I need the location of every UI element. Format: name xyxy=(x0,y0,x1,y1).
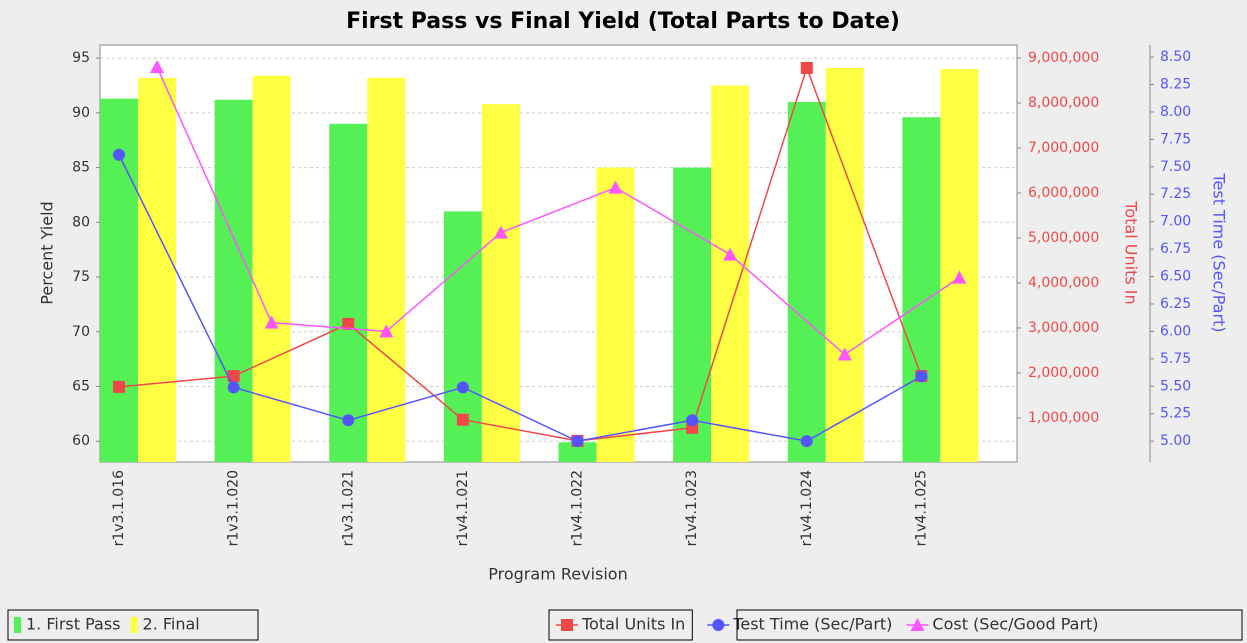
y3ticks-label: 5.75 xyxy=(1160,351,1191,367)
marker xyxy=(150,59,164,73)
legend-swatch xyxy=(130,617,138,633)
y3ticks-label: 8.25 xyxy=(1160,77,1191,93)
y3ticks-label: 7.00 xyxy=(1160,214,1191,230)
bar xyxy=(252,75,291,463)
yticks-label: 85 xyxy=(72,160,90,176)
y3ticks-label: 7.75 xyxy=(1160,131,1191,147)
marker xyxy=(712,619,725,631)
legend-label: 2. Final xyxy=(143,615,200,634)
y3ticks-label: 5.25 xyxy=(1160,406,1191,422)
x-tick-label: r1v4.1.023 xyxy=(684,470,700,546)
marker xyxy=(723,247,738,261)
marker xyxy=(686,414,699,427)
y2-axis-title: Total Units In xyxy=(1122,200,1141,304)
bar xyxy=(558,442,597,462)
marker xyxy=(608,180,623,194)
y3ticks-label: 6.25 xyxy=(1160,296,1191,312)
bar xyxy=(481,104,520,463)
marker xyxy=(910,618,925,631)
bar xyxy=(214,99,253,462)
legend-box xyxy=(736,609,1243,641)
y-axis-title: Percent Yield xyxy=(38,201,57,304)
x-tick-label: r1v4.1.024 xyxy=(799,470,815,546)
x-tick-label: r1v3.1.020 xyxy=(226,470,242,546)
marker xyxy=(571,435,584,448)
legend-label: Test Time (Sec/Part) xyxy=(732,615,892,634)
y2ticks-label: 7,000,000 xyxy=(1028,140,1099,156)
y2ticks-label: 8,000,000 xyxy=(1028,95,1099,111)
marker xyxy=(561,619,573,631)
y2ticks-label: 2,000,000 xyxy=(1028,365,1099,381)
chart-title: First Pass vs Final Yield (Total Parts t… xyxy=(346,9,900,34)
legend-label: Total Units In xyxy=(581,615,685,634)
bar xyxy=(902,117,941,463)
line xyxy=(156,66,960,356)
marker xyxy=(952,270,967,284)
y3ticks-label: 6.00 xyxy=(1160,323,1191,339)
y3ticks-label: 8.50 xyxy=(1160,49,1191,65)
legend-swatch xyxy=(14,617,21,633)
marker xyxy=(342,317,355,330)
legend-label: 1. First Pass xyxy=(26,615,121,634)
bar xyxy=(596,167,635,462)
legend-label: Cost (Sec/Good Part) xyxy=(932,615,1098,634)
marker xyxy=(493,225,508,239)
legend-box xyxy=(548,609,693,641)
y3ticks-label: 6.75 xyxy=(1160,241,1191,257)
yticks-label: 60 xyxy=(72,433,90,449)
marker xyxy=(456,413,469,426)
y2ticks-label: 6,000,000 xyxy=(1028,185,1099,201)
y2ticks-label: 3,000,000 xyxy=(1028,320,1099,336)
marker xyxy=(227,370,240,383)
yticks-label: 90 xyxy=(72,105,90,121)
y3ticks-label: 6.50 xyxy=(1160,269,1191,285)
y3ticks-label: 7.25 xyxy=(1160,186,1191,202)
y2ticks-label: 4,000,000 xyxy=(1028,275,1099,291)
x-tick-label: r1v4.1.022 xyxy=(570,470,586,546)
marker xyxy=(113,148,125,161)
bar xyxy=(673,167,712,462)
bar xyxy=(329,123,368,462)
marker xyxy=(456,381,469,394)
x-tick-label: r1v4.1.025 xyxy=(913,470,929,546)
line xyxy=(118,154,922,442)
bar xyxy=(940,69,979,463)
marker xyxy=(915,370,928,383)
x-tick-label: r1v3.1.016 xyxy=(111,470,127,546)
yticks-label: 70 xyxy=(72,324,90,340)
bar xyxy=(711,85,750,462)
y3ticks-label: 5.50 xyxy=(1160,378,1191,394)
x-axis-title: Program Revision xyxy=(488,565,627,584)
bar xyxy=(367,77,406,462)
y3ticks-label: 7.50 xyxy=(1160,159,1191,175)
y2ticks-label: 5,000,000 xyxy=(1028,230,1099,246)
marker xyxy=(800,61,813,74)
yticks-label: 75 xyxy=(72,269,90,285)
bar xyxy=(138,77,176,462)
yticks-label: 80 xyxy=(72,214,90,230)
marker xyxy=(379,324,394,338)
marker xyxy=(342,414,355,427)
marker xyxy=(227,381,240,394)
x-tick-label: r1v3.1.021 xyxy=(340,470,356,546)
x-tick-label: r1v4.1.021 xyxy=(455,470,471,546)
y2ticks-label: 1,000,000 xyxy=(1028,410,1099,426)
y3ticks-label: 5.00 xyxy=(1160,433,1191,449)
line xyxy=(118,65,923,442)
marker xyxy=(113,380,125,393)
y2ticks-label: 9,000,000 xyxy=(1028,50,1099,66)
marker xyxy=(800,435,813,448)
legend-box xyxy=(7,609,259,641)
bar xyxy=(825,67,864,462)
marker xyxy=(264,315,279,329)
bar xyxy=(787,101,826,462)
y3-axis-title: Test Time (Sec/Part) xyxy=(1210,172,1229,332)
marker xyxy=(837,347,852,361)
yticks-label: 65 xyxy=(72,378,90,394)
yticks-label: 95 xyxy=(72,50,90,66)
y3ticks-label: 8.00 xyxy=(1160,104,1191,120)
